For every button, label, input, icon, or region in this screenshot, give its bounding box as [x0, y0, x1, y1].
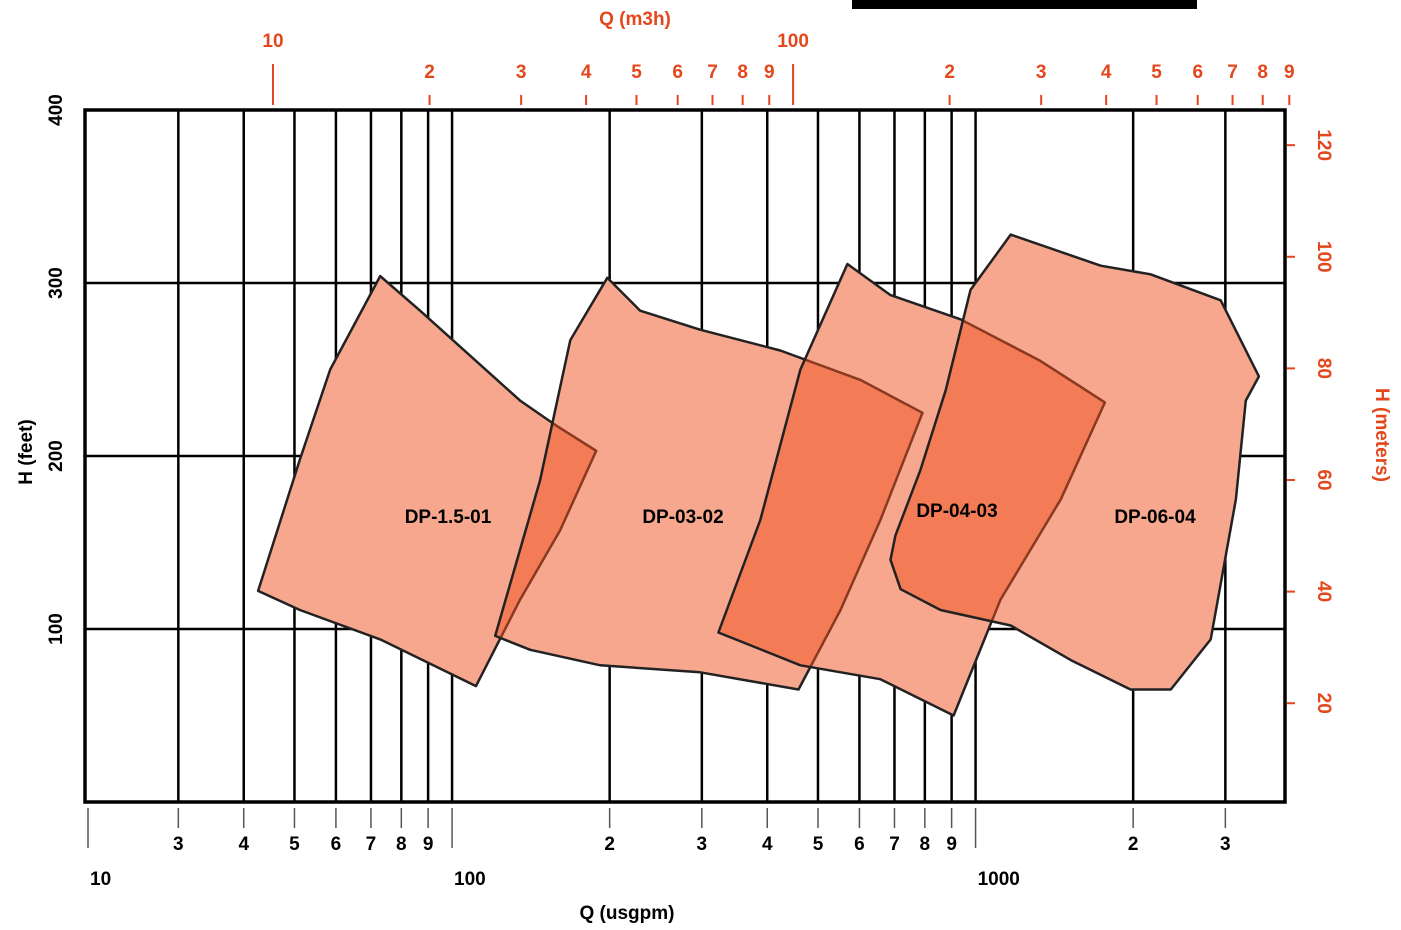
x-tick-label: 6: [854, 834, 865, 855]
plot-frame: [83, 108, 1287, 804]
x2-tick-label: 8: [1257, 62, 1268, 83]
x2-tick-label: 100: [777, 31, 809, 52]
x2-tick-label: 7: [707, 62, 718, 83]
y2-tick-label: 80: [1313, 358, 1334, 379]
x2-tick-label: 3: [1036, 62, 1047, 83]
redaction-bar: [852, 0, 1197, 9]
y-axis-title: H (feet): [16, 419, 37, 484]
x2-tick-label: 5: [631, 62, 642, 83]
x-axis-title: Q (usgpm): [580, 903, 675, 924]
x-tick-label: 5: [813, 834, 824, 855]
y2-tick-label: 60: [1313, 469, 1334, 490]
x2-tick-label: 9: [764, 62, 775, 83]
region-label: DP-06-04: [1114, 507, 1196, 528]
region-label: DP-04-03: [916, 501, 997, 522]
y2-tick-label: 20: [1313, 693, 1334, 714]
x2-axis-title: Q (m3h): [599, 9, 671, 30]
x2-tick-label: 10: [262, 31, 283, 52]
x-tick-label: 9: [946, 834, 957, 855]
x-tick-label: 4: [238, 834, 249, 855]
x-tick-label: 2: [604, 834, 615, 855]
y-tick-label: 200: [46, 440, 67, 472]
x2-tick-label: 2: [424, 62, 435, 83]
x2-tick-label: 5: [1151, 62, 1162, 83]
x-tick-label: 5: [289, 834, 300, 855]
region-label: DP-1.5-01: [405, 507, 492, 528]
x2-tick-label: 4: [1101, 62, 1112, 83]
x-tick-label: 100: [454, 869, 486, 890]
x2-tick-label: 6: [672, 62, 683, 83]
x2-tick-label: 2: [944, 62, 955, 83]
region: [889, 233, 1261, 691]
y-tick-label: 400: [46, 94, 67, 126]
y2-tick-label: 100: [1313, 241, 1334, 273]
x-tick-label: 3: [173, 834, 184, 855]
x-tick-label: 1000: [978, 869, 1020, 890]
y-tick-label: 300: [46, 267, 67, 299]
region-label: DP-03-02: [642, 507, 723, 528]
x2-tick-label: 3: [516, 62, 527, 83]
x-tick-label: 3: [697, 834, 708, 855]
x2-tick-label: 6: [1192, 62, 1203, 83]
y2-axis-title: H (meters): [1371, 388, 1392, 482]
x-tick-label: 3: [1220, 834, 1231, 855]
x2-tick-label: 9: [1284, 62, 1295, 83]
x-tick-label: 6: [331, 834, 342, 855]
x-tick-label: 8: [396, 834, 407, 855]
x-tick-label: 7: [366, 834, 377, 855]
x-tick-label: 10: [90, 869, 111, 890]
x2-tick-label: 7: [1227, 62, 1238, 83]
x-tick-label: 8: [920, 834, 931, 855]
x-tick-label: 4: [762, 834, 773, 855]
x-tick-label: 9: [423, 834, 434, 855]
y-tick-label: 100: [46, 613, 67, 645]
y2-tick-label: 120: [1313, 129, 1334, 161]
x-tick-label: 2: [1128, 834, 1139, 855]
x2-tick-label: 4: [581, 62, 592, 83]
y2-tick-label: 40: [1313, 581, 1334, 602]
x-tick-label: 7: [889, 834, 900, 855]
x2-tick-label: 8: [737, 62, 748, 83]
